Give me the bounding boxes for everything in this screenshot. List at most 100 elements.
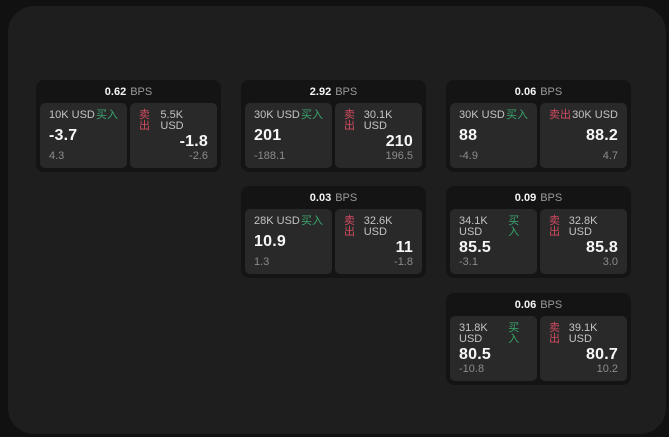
- buy-side-label: 买入: [508, 215, 520, 238]
- sell-panel-top: 卖出 39.1K USD: [549, 323, 618, 345]
- price-card: 2.92 BPS 30K USD 买入 201 -188.1 卖出 30.1K …: [241, 80, 426, 172]
- buy-amount: 30K USD: [459, 109, 505, 121]
- buy-side-label: 买入: [96, 109, 118, 121]
- buy-price: 88: [459, 127, 478, 144]
- buy-side-label: 买入: [508, 322, 520, 345]
- bps-value: 2.92: [309, 85, 332, 98]
- sell-delta: -2.6: [189, 150, 208, 162]
- buy-panel-top: 28K USD 买入: [254, 216, 323, 227]
- bps-label: BPS: [540, 85, 563, 98]
- buy-panel-top: 10K USD 买入: [49, 110, 118, 121]
- sell-panel-top: 卖出 5.5K USD: [139, 110, 208, 132]
- sell-side-label: 卖出: [549, 322, 560, 345]
- buy-price: 80.5: [459, 345, 491, 363]
- card-header: 0.06 BPS: [446, 80, 631, 103]
- sell-price: 85.8: [586, 238, 618, 256]
- buy-amount: 28K USD: [254, 215, 300, 227]
- buy-price: 85.5: [459, 238, 491, 256]
- sell-amount: 30K USD: [572, 109, 618, 121]
- sell-delta: 4.7: [602, 150, 618, 162]
- bps-value: 0.06: [514, 298, 537, 311]
- buy-side-label: 买入: [301, 109, 323, 121]
- price-card: 0.06 BPS 31.8K USD 买入 80.5 -10.8 卖出 39.1…: [446, 293, 631, 385]
- card-body: 31.8K USD 买入 80.5 -10.8 卖出 39.1K USD 80.…: [446, 316, 631, 381]
- buy-side-label: 买入: [506, 109, 528, 121]
- buy-amount: 10K USD: [49, 109, 95, 121]
- sell-amount: 30.1K USD: [363, 109, 393, 132]
- sell-delta: 196.5: [385, 150, 413, 162]
- buy-delta: 1.3: [254, 256, 270, 268]
- sell-panel[interactable]: 卖出 39.1K USD 80.7 10.2: [540, 316, 627, 381]
- sell-panel-top: 卖出 30.1K USD: [344, 110, 413, 132]
- sell-panel-top: 卖出 32.8K USD: [549, 216, 618, 238]
- sell-price: 210: [385, 132, 413, 150]
- bps-value: 0.06: [514, 85, 537, 98]
- sell-amount: 39.1K USD: [568, 322, 598, 345]
- sell-side-label: 卖出: [549, 215, 560, 238]
- bps-value: 0.03: [309, 191, 332, 204]
- buy-panel[interactable]: 34.1K USD 买入 85.5 -3.1: [450, 209, 537, 274]
- card-body: 28K USD 买入 10.9 1.3 卖出 32.6K USD 11 -1.8: [241, 209, 426, 274]
- buy-panel[interactable]: 28K USD 买入 10.9 1.3: [245, 209, 332, 274]
- buy-delta: -10.8: [459, 363, 485, 375]
- buy-delta: -4.9: [459, 150, 478, 162]
- sell-side-label: 卖出: [344, 215, 355, 238]
- buy-panel-top: 31.8K USD 买入: [459, 323, 528, 345]
- sell-panel[interactable]: 卖出 32.8K USD 85.8 3.0: [540, 209, 627, 274]
- sell-side-label: 卖出: [139, 109, 150, 132]
- buy-delta: 4.3: [49, 150, 65, 162]
- bps-label: BPS: [540, 191, 563, 204]
- bps-label: BPS: [335, 85, 358, 98]
- buy-delta: -3.1: [459, 256, 478, 268]
- sell-amount: 32.8K USD: [568, 215, 598, 238]
- bps-label: BPS: [335, 191, 358, 204]
- buy-panel[interactable]: 10K USD 买入 -3.7 4.3: [40, 103, 127, 168]
- sell-panel-top: 卖出 32.6K USD: [344, 216, 413, 238]
- buy-panel-top: 34.1K USD 买入: [459, 216, 528, 238]
- sell-amount: 5.5K USD: [160, 109, 184, 132]
- buy-side-label: 买入: [301, 215, 323, 227]
- card-header: 0.09 BPS: [446, 186, 631, 209]
- card-body: 30K USD 买入 201 -188.1 卖出 30.1K USD 210 1…: [241, 103, 426, 168]
- buy-delta: -188.1: [254, 150, 286, 162]
- card-body: 30K USD 买入 88 -4.9 卖出 30K USD 88.2 4.7: [446, 103, 631, 168]
- price-card: 0.09 BPS 34.1K USD 买入 85.5 -3.1 卖出 32.8K…: [446, 186, 631, 278]
- sell-panel[interactable]: 卖出 30.1K USD 210 196.5: [335, 103, 422, 168]
- sell-panel[interactable]: 卖出 30K USD 88.2 4.7: [540, 103, 627, 168]
- card-body: 34.1K USD 买入 85.5 -3.1 卖出 32.8K USD 85.8…: [446, 209, 631, 274]
- card-header: 0.06 BPS: [446, 293, 631, 316]
- buy-panel[interactable]: 30K USD 买入 201 -188.1: [245, 103, 332, 168]
- sell-panel-top: 卖出 30K USD: [549, 110, 618, 121]
- sell-delta: -1.8: [394, 256, 413, 268]
- price-card: 0.06 BPS 30K USD 买入 88 -4.9 卖出 30K USD 8…: [446, 80, 631, 172]
- card-header: 2.92 BPS: [241, 80, 426, 103]
- sell-price: 88.2: [586, 127, 618, 144]
- buy-panel-top: 30K USD 买入: [254, 110, 323, 121]
- sell-amount: 32.6K USD: [363, 215, 393, 238]
- sell-delta: 3.0: [602, 256, 618, 268]
- sell-side-label: 卖出: [344, 109, 355, 132]
- bps-label: BPS: [540, 298, 563, 311]
- sell-price: 80.7: [586, 345, 618, 363]
- sell-price: 11: [395, 238, 413, 256]
- main-panel: 0.62 BPS 10K USD 买入 -3.7 4.3 卖出 5.5K USD…: [8, 6, 666, 434]
- card-header: 0.03 BPS: [241, 186, 426, 209]
- bps-label: BPS: [130, 85, 153, 98]
- card-body: 10K USD 买入 -3.7 4.3 卖出 5.5K USD -1.8 -2.…: [36, 103, 221, 168]
- sell-panel[interactable]: 卖出 32.6K USD 11 -1.8: [335, 209, 422, 274]
- buy-amount: 30K USD: [254, 109, 300, 121]
- buy-price: -3.7: [49, 127, 78, 144]
- buy-panel[interactable]: 30K USD 买入 88 -4.9: [450, 103, 537, 168]
- buy-amount: 34.1K USD: [459, 215, 488, 238]
- buy-amount: 31.8K USD: [459, 322, 488, 345]
- buy-price: 201: [254, 127, 282, 144]
- sell-panel[interactable]: 卖出 5.5K USD -1.8 -2.6: [130, 103, 217, 168]
- sell-side-label: 卖出: [549, 109, 571, 121]
- buy-panel[interactable]: 31.8K USD 买入 80.5 -10.8: [450, 316, 537, 381]
- card-header: 0.62 BPS: [36, 80, 221, 103]
- price-card: 0.03 BPS 28K USD 买入 10.9 1.3 卖出 32.6K US…: [241, 186, 426, 278]
- sell-price: -1.8: [179, 132, 208, 150]
- bps-value: 0.62: [104, 85, 127, 98]
- price-card: 0.62 BPS 10K USD 买入 -3.7 4.3 卖出 5.5K USD…: [36, 80, 221, 172]
